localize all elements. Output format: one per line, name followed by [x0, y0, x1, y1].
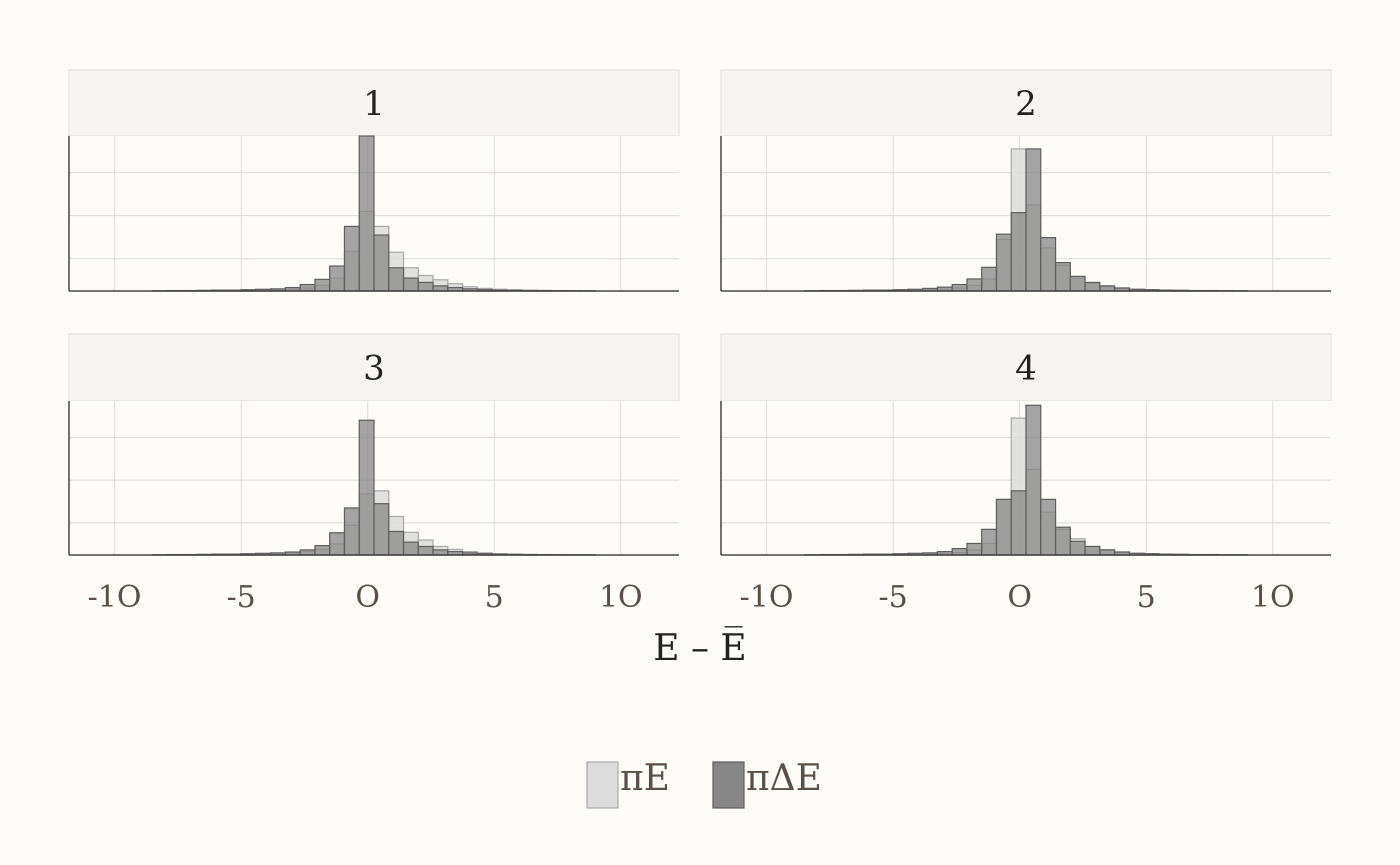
facet-strip — [720, 333, 1332, 402]
histogram-bar — [299, 283, 316, 292]
histogram-bar — [1025, 148, 1042, 292]
facet-strip-label: 3 — [363, 349, 385, 389]
histogram-bar — [951, 547, 968, 556]
x-axis-title: E – E̅ — [653, 625, 746, 669]
histogram-bar — [995, 498, 1012, 556]
histogram-bar — [981, 528, 998, 556]
histogram-bar — [314, 544, 331, 556]
legend-label-pi-delta-e: πΔE — [746, 758, 822, 799]
x-tick-label: 1O — [1251, 580, 1295, 615]
histogram-bar — [314, 278, 331, 292]
histogram-bar — [299, 549, 316, 556]
histogram-bar — [1069, 540, 1086, 556]
histogram-bar — [358, 419, 375, 556]
histogram-bar — [432, 549, 449, 556]
facet-panel-3: 3 -1O -5 O 5 1O — [68, 333, 680, 615]
x-tick-label: 5 — [485, 580, 504, 615]
legend-swatch-pi-delta-e — [712, 761, 745, 809]
histogram-bar — [1010, 212, 1027, 292]
x-tick-label: O — [1007, 580, 1032, 615]
histogram-bar — [329, 532, 346, 556]
facet-panel-4: 4 -1O -5 O 5 1O — [720, 333, 1332, 615]
histogram-bar — [1084, 281, 1101, 292]
histogram-bar — [358, 135, 375, 292]
facet-strip-label: 4 — [1015, 349, 1037, 389]
histogram-bar — [966, 542, 983, 556]
histogram-bar — [1040, 498, 1057, 556]
histogram-bar — [388, 530, 405, 556]
histogram-bar — [1040, 237, 1057, 292]
histogram-bar — [373, 234, 390, 292]
legend-swatch-pi-e — [586, 761, 619, 809]
histogram-bar — [432, 285, 449, 292]
histogram-bar — [1054, 261, 1071, 292]
histogram-bar — [417, 545, 434, 556]
x-tick-label: O — [355, 580, 380, 615]
x-tick-label: -5 — [878, 580, 907, 615]
x-tick-label: -1O — [88, 580, 142, 615]
x-tick-label: 5 — [1137, 580, 1156, 615]
histogram-bar — [343, 225, 360, 292]
histogram-bar — [329, 265, 346, 292]
x-tick-label: -1O — [740, 580, 794, 615]
facet-panel-2: 2 — [720, 69, 1332, 292]
histogram-bar — [1099, 549, 1116, 556]
facet-strip-label: 1 — [363, 84, 385, 124]
histogram-bar — [981, 266, 998, 292]
histogram-bar — [966, 278, 983, 292]
histogram-bar — [417, 281, 434, 292]
histogram-bar — [343, 507, 360, 556]
series-pi-delta-e — [151, 419, 597, 556]
x-tick-label: -5 — [226, 580, 255, 615]
legend-label-pi-e: πE — [620, 758, 670, 799]
histogram-bar — [402, 541, 419, 556]
histogram-bar — [388, 267, 405, 292]
histogram-bar — [402, 277, 419, 292]
facet-panel-1: 1 — [68, 69, 680, 292]
legend: πE πΔE — [586, 758, 822, 809]
x-tick-label: 1O — [599, 580, 643, 615]
histogram-bar — [1069, 275, 1086, 292]
histogram-bar — [1099, 285, 1116, 292]
histogram-bar — [1084, 545, 1101, 556]
histogram-bar — [1025, 404, 1042, 556]
histogram-bar — [1054, 526, 1071, 556]
facet-strip — [68, 69, 680, 137]
histogram-bar — [995, 233, 1012, 292]
facet-strip — [68, 333, 680, 402]
histogram-bar — [1010, 490, 1027, 556]
histogram-bar — [373, 503, 390, 556]
histogram-bar — [951, 283, 968, 292]
facet-strip-label: 2 — [1015, 84, 1037, 124]
facet-strip — [720, 69, 1332, 137]
